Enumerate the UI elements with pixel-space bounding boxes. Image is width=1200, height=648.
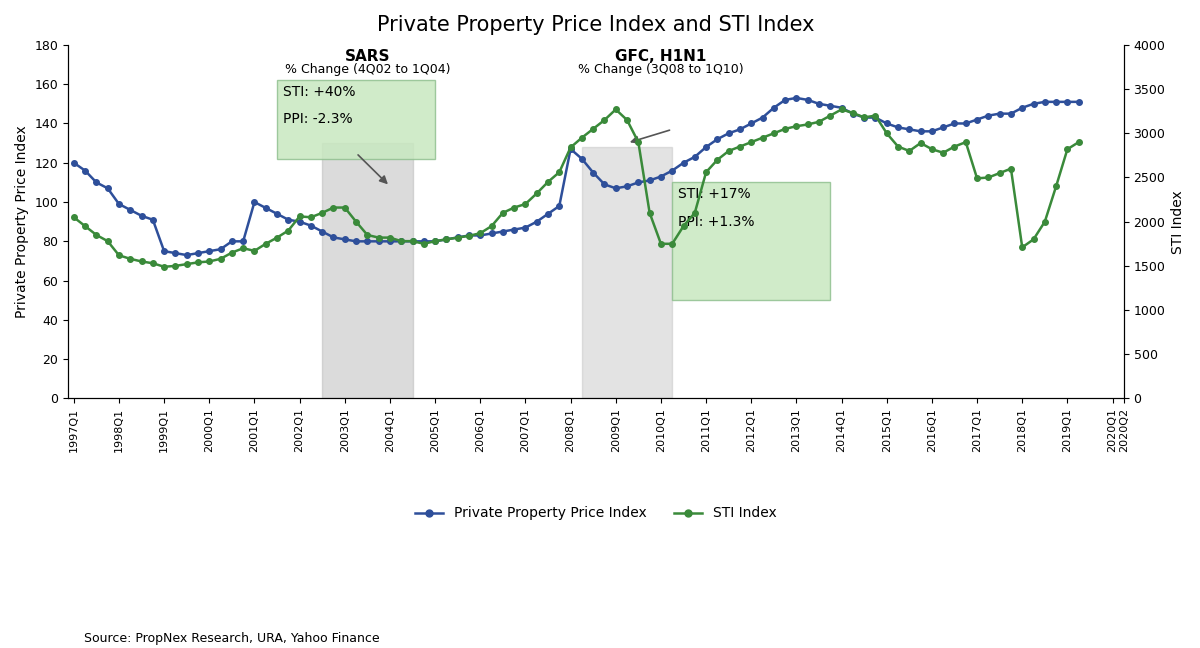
Text: % Change (4Q02 to 1Q04): % Change (4Q02 to 1Q04) <box>284 63 450 76</box>
STI Index <box>790 122 804 130</box>
Private Property Price Index <box>383 237 397 245</box>
Text: GFC, H1N1: GFC, H1N1 <box>616 49 707 64</box>
STI Index <box>947 143 961 150</box>
Private Property Price Index <box>1072 98 1086 106</box>
Private Property Price Index <box>778 96 792 104</box>
STI Index <box>1049 183 1063 191</box>
Private Property Price Index <box>925 128 940 135</box>
Private Property Price Index <box>214 246 228 253</box>
Y-axis label: STI Index: STI Index <box>1171 190 1186 253</box>
Legend: Private Property Price Index, STI Index: Private Property Price Index, STI Index <box>409 501 782 526</box>
Private Property Price Index <box>180 251 194 259</box>
Bar <box>582 147 672 399</box>
Text: Source: PropNex Research, URA, Yahoo Finance: Source: PropNex Research, URA, Yahoo Fin… <box>84 632 379 645</box>
STI Index <box>214 255 228 262</box>
Line: STI Index: STI Index <box>71 107 1081 270</box>
Y-axis label: Private Property Price Index: Private Property Price Index <box>16 125 29 318</box>
Title: Private Property Price Index and STI Index: Private Property Price Index and STI Ind… <box>377 15 815 35</box>
Text: PPI: -2.3%: PPI: -2.3% <box>283 113 353 126</box>
Text: STI: +40%: STI: +40% <box>283 85 355 99</box>
STI Index <box>608 106 623 113</box>
Bar <box>322 143 413 399</box>
Text: SARS: SARS <box>344 49 390 64</box>
Private Property Price Index <box>947 120 961 128</box>
FancyBboxPatch shape <box>277 80 436 159</box>
Private Property Price Index <box>790 94 804 102</box>
Line: Private Property Price Index: Private Property Price Index <box>71 95 1081 258</box>
STI Index <box>925 145 940 153</box>
STI Index <box>1072 138 1086 146</box>
Text: PPI: +1.3%: PPI: +1.3% <box>678 214 755 229</box>
Text: STI: +17%: STI: +17% <box>678 187 750 201</box>
STI Index <box>66 213 80 221</box>
FancyBboxPatch shape <box>672 182 830 300</box>
STI Index <box>383 234 397 242</box>
STI Index <box>157 263 172 271</box>
Private Property Price Index <box>66 159 80 167</box>
Text: % Change (3Q08 to 1Q10): % Change (3Q08 to 1Q10) <box>578 63 744 76</box>
Private Property Price Index <box>1049 98 1063 106</box>
